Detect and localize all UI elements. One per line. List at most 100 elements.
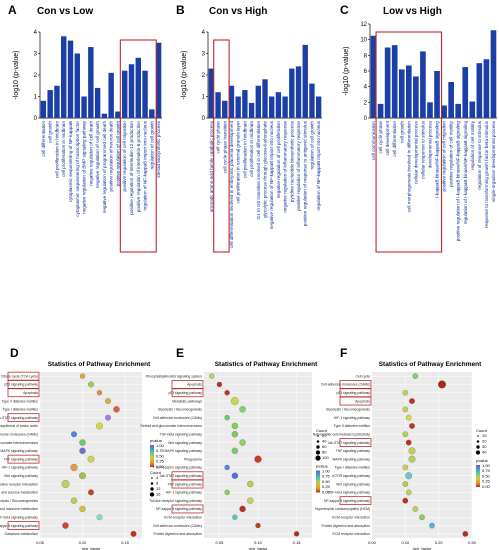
pathway-label: Wnt signaling pathway	[336, 482, 370, 486]
legend-tick: 0.50	[482, 473, 491, 478]
data-point	[402, 464, 409, 471]
chart-title: Statistics of Pathway Enrichment	[48, 361, 151, 368]
chart-title: Con vs Low	[37, 6, 93, 17]
bar	[88, 47, 94, 118]
chart-title: Low vs High	[383, 6, 442, 17]
legend-title: pvalue	[316, 464, 329, 469]
bar	[262, 79, 268, 118]
data-point	[62, 522, 69, 529]
data-point	[224, 464, 230, 471]
bubble-chart-panel-f: F Statistics of Pathway Enrichment 0.00 0.1…	[313, 346, 491, 550]
legend-title: Count	[476, 428, 488, 433]
bar	[242, 90, 248, 118]
pathway-label: TGF-beta signaling pathway	[0, 515, 38, 519]
legend-title: pvalue	[476, 458, 489, 463]
highlight-box	[7, 413, 40, 423]
category-label: cell cycle phase	[216, 121, 221, 154]
category-label: cell cycle phase	[378, 121, 383, 154]
x-tick-label: 0.20	[435, 540, 444, 545]
pathway-label: T cell receptor signaling pathway	[153, 466, 203, 470]
x-tick-label: 0.10	[79, 540, 88, 545]
bar	[155, 42, 162, 118]
bar	[128, 64, 135, 118]
pathway-label: p53 signaling pathway	[336, 391, 370, 395]
highlight-box	[339, 396, 372, 406]
y-axis-label: -log10 (p-value)	[343, 46, 350, 95]
data-point	[230, 397, 239, 405]
data-point	[231, 422, 238, 430]
bar	[215, 92, 221, 118]
data-point	[402, 431, 409, 438]
pathway-label: Cell adhesion molecules (CAMs)	[321, 383, 370, 387]
legend-tick: 0.75	[156, 448, 165, 453]
category-label: positive regulation of response to antig…	[303, 120, 308, 226]
category-label: G1 to G0 transition involved in cell dif…	[256, 121, 261, 220]
category-label: positive regulation of I-kappaB kinase/N…	[456, 121, 461, 242]
pathway-label: Wnt signaling pathway	[168, 441, 202, 445]
bar	[483, 59, 490, 118]
chart-title: Statistics of Pathway Enrichment	[379, 361, 482, 368]
pathway-label: Retinol and glucuronate interconversions	[0, 441, 38, 445]
data-point	[232, 514, 238, 520]
y-tick-label: 1	[202, 95, 206, 101]
pathway-label: Retinol and glucuronate interconversions	[141, 424, 203, 428]
legend-size-marker	[316, 445, 320, 449]
bar	[441, 105, 447, 118]
legend-title: Count	[150, 470, 162, 475]
data-point	[408, 455, 416, 463]
bar	[427, 102, 433, 118]
bar	[302, 44, 308, 118]
bar	[208, 68, 215, 118]
pathway-label: HIF-1 signaling pathway	[334, 416, 371, 420]
category-label: negative regulation of programmed cell d…	[102, 121, 107, 214]
legend-tick: 20	[482, 439, 487, 444]
category-label: regulation of NF-kappaB import into nucl…	[316, 120, 321, 210]
category-label: cell morphogenesis involved in different…	[406, 121, 411, 213]
bar	[391, 45, 398, 118]
bar	[370, 35, 377, 118]
pvalue-colorbar	[316, 470, 320, 493]
bar	[384, 47, 391, 118]
data-point	[405, 439, 412, 446]
category-label: cell proliferation in hindbrain	[242, 121, 247, 179]
legend-size-marker	[315, 450, 321, 455]
legend-size-marker	[477, 435, 479, 437]
legend-size-marker	[150, 482, 154, 485]
category-label: cellular developmental process	[413, 120, 418, 184]
pathway-label: Jak-STAT signaling pathway	[328, 441, 371, 445]
x-tick-label: 0.00	[368, 540, 377, 545]
data-point	[247, 480, 254, 488]
bar	[248, 102, 255, 118]
highlight-box	[171, 388, 204, 398]
bar	[61, 36, 67, 118]
data-point	[247, 497, 254, 504]
category-label: negative regulation of BMP signaling pat…	[82, 120, 87, 214]
legend-size-marker	[476, 440, 480, 443]
legend-tick: 40	[482, 450, 487, 455]
bar	[448, 81, 454, 118]
y-tick-label: 0	[202, 116, 206, 122]
x-tick-label: 0.15	[293, 540, 302, 545]
chart-title: Statistics of Pathway Enrichment	[215, 361, 318, 368]
pathway-label: Citrate cycle (TCA cycle)	[1, 374, 38, 378]
bar	[469, 101, 476, 118]
pathway-label: Cell adhesion molecules (CAMs)	[153, 416, 202, 420]
pathway-label: TNF signaling pathway	[168, 482, 203, 486]
pathway-label: Phosphatidylinositol signaling system	[146, 374, 202, 378]
y-tick-label: 1	[34, 95, 38, 101]
pathway-label: Apoptosis	[23, 391, 38, 395]
legend-size-marker	[149, 492, 155, 497]
category-label: regulation of response to stimulus	[477, 120, 482, 189]
pathway-label: Jak-STAT signaling pathway	[0, 416, 38, 420]
pathway-label: Glycolysis / Gluconeogenesis	[158, 408, 203, 412]
bar	[413, 76, 419, 118]
pathway-label: Wnt signaling pathway	[4, 474, 38, 478]
pathway-label: HIF-1 signaling pathway	[2, 466, 39, 470]
legend-tick: 20	[322, 433, 327, 438]
data-point	[224, 489, 230, 495]
bar-chart-panel-a: A Con vs Low -log10 (p-value) 0 1 2 3 4 cell dif…	[8, 3, 162, 253]
y-tick-label: 8	[364, 53, 368, 59]
x-axis-label: rich_factor	[413, 546, 432, 550]
